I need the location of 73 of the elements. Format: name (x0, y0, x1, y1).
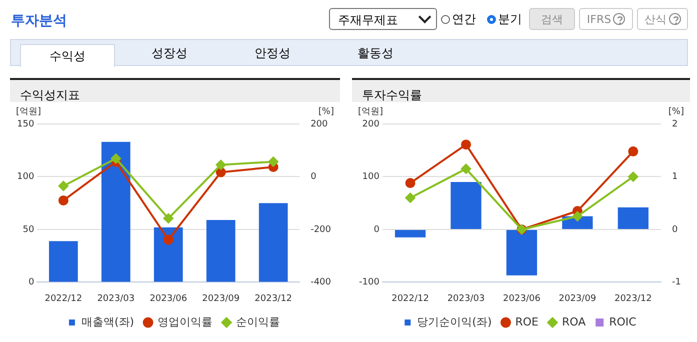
bar (48, 241, 78, 282)
x-tick-label: 2023/12 (614, 294, 652, 304)
x-tick-label: 2023/12 (254, 294, 292, 304)
text: 분기 (498, 11, 522, 28)
y2-tick-label: 2 (672, 119, 678, 130)
point (216, 160, 226, 170)
point (58, 195, 68, 206)
point (163, 234, 174, 245)
point (405, 178, 416, 188)
y2-axis-title: [%] (318, 106, 334, 117)
point (110, 154, 121, 164)
x-tick-label: 2022/12 (44, 294, 82, 304)
legend-label: 영업이익률 (158, 315, 213, 328)
y-tick-label: 0 (374, 224, 380, 235)
x-tick-label: 2023/06 (503, 294, 541, 304)
text: 성장성 (150, 44, 188, 62)
text: 활동성 (356, 44, 394, 62)
bar (258, 203, 288, 282)
point (628, 172, 638, 182)
bar (101, 142, 130, 282)
legend-label: 매출액(좌) (81, 315, 134, 328)
y2-tick-label: -1 (672, 278, 682, 288)
x-tick-label: 2022/12 (392, 294, 429, 304)
legend-label: ROE (515, 315, 539, 328)
point (268, 156, 278, 167)
legend-label: ROA (562, 315, 586, 328)
bar (506, 230, 538, 276)
y-tick-label: 100 (16, 172, 34, 182)
text: 투자분석 (11, 12, 67, 30)
bar (154, 227, 183, 282)
text: 주재무제표 (329, 8, 437, 30)
x-tick-label: 2023/03 (97, 294, 135, 304)
y2-tick-label: 0 (672, 224, 678, 235)
y2-axis-title: [%] (668, 106, 684, 117)
y2-tick-label: -400 (310, 278, 332, 288)
y2-tick-label: 1 (672, 172, 678, 182)
chart-title: 투자수익률 (352, 78, 690, 102)
y-axis-title: [억원] (16, 106, 42, 117)
text: 검색 (529, 8, 575, 30)
y-tick-label: 50 (22, 224, 34, 235)
point (405, 192, 416, 203)
text: IFRS (586, 12, 612, 26)
bar (618, 207, 648, 229)
point (58, 180, 68, 191)
x-tick-label: 2023/06 (150, 294, 188, 304)
x-tick-label: 2023/09 (202, 294, 240, 304)
point (163, 213, 174, 224)
y-tick-label: 0 (28, 278, 34, 288)
legend-label: 순이익률 (236, 315, 280, 328)
legend-label: 당기순이익(좌) (417, 315, 492, 328)
text: 수익성 (20, 44, 115, 67)
text: 안정성 (254, 44, 292, 62)
legend-label: ROIC (609, 315, 637, 328)
point (628, 146, 638, 156)
x-tick-label: 2023/09 (558, 294, 596, 304)
chart-title: 수익성지표 (10, 78, 340, 102)
bar (394, 230, 426, 238)
point (461, 140, 472, 150)
bar (450, 182, 482, 229)
y2-tick-label: 0 (310, 172, 317, 182)
bar (206, 220, 236, 282)
y2-tick-label: 200 (310, 119, 328, 130)
y-tick-label: 200 (362, 119, 380, 130)
y-tick-label: 100 (362, 172, 380, 182)
x-tick-label: 2023/03 (447, 294, 485, 304)
y2-tick-label: -200 (310, 224, 332, 235)
point (461, 164, 472, 174)
text: 산식 (644, 12, 666, 26)
point (572, 211, 582, 222)
y-tick-label: 150 (16, 119, 34, 130)
text: 연간 (452, 11, 476, 28)
y-tick-label: -100 (358, 278, 380, 288)
y-axis-title: [억원] (358, 106, 384, 117)
